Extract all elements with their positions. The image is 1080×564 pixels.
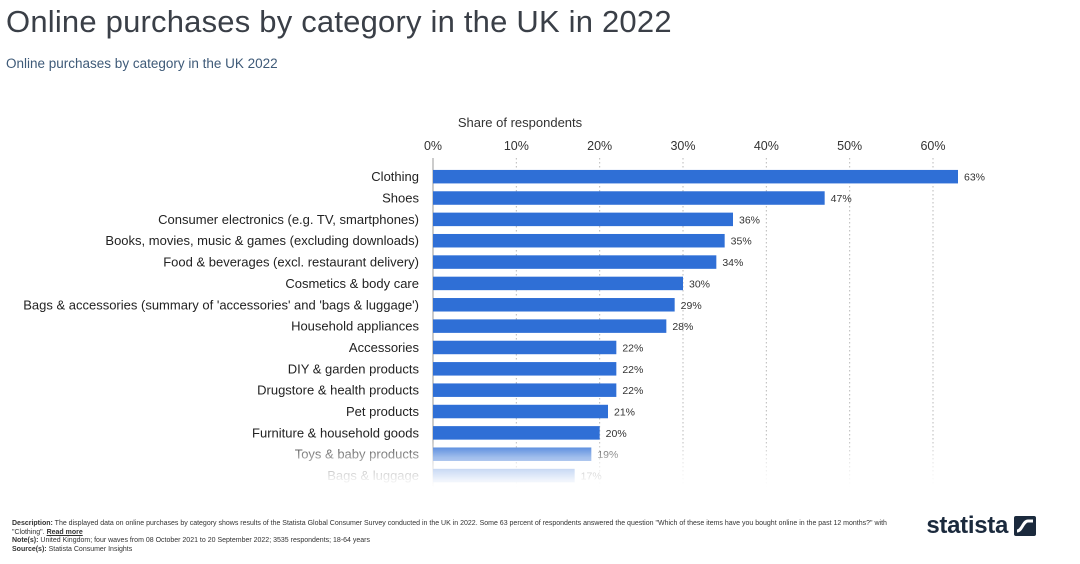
category-label: Books, movies, music & games (excluding … bbox=[105, 233, 419, 248]
data-label: 30% bbox=[689, 278, 710, 290]
bar[interactable] bbox=[433, 169, 958, 184]
source-line: Source(s): Statista Consumer Insights bbox=[12, 546, 892, 555]
source-text: Statista Consumer Insights bbox=[48, 545, 133, 553]
chart-footer: Description: The displayed data on onlin… bbox=[12, 520, 892, 554]
data-label: 34% bbox=[722, 257, 743, 269]
x-tick-label: 40% bbox=[754, 139, 779, 153]
statista-logo[interactable]: statista bbox=[926, 512, 1036, 540]
data-label: 47% bbox=[831, 193, 852, 205]
data-label: 63% bbox=[964, 172, 985, 184]
x-tick-label: 0% bbox=[424, 139, 442, 153]
bar[interactable] bbox=[433, 426, 600, 440]
bar[interactable] bbox=[433, 404, 608, 419]
category-label: DIY & garden products bbox=[288, 361, 420, 376]
description-text: The displayed data on online purchases b… bbox=[12, 520, 887, 536]
x-tick-label: 20% bbox=[587, 139, 612, 153]
bar[interactable] bbox=[433, 447, 592, 461]
data-label: 17% bbox=[581, 471, 602, 483]
category-label: Cosmetics & body care bbox=[285, 276, 419, 291]
data-label: 19% bbox=[597, 449, 618, 461]
category-label: Furniture & household goods bbox=[252, 425, 419, 440]
x-tick-label: 10% bbox=[504, 139, 529, 153]
bar[interactable] bbox=[433, 319, 667, 333]
bar-chart: Share of respondents 0% 10% 20% 30% 40% 50% 60… bbox=[23, 115, 985, 487]
data-label: 20% bbox=[606, 428, 627, 440]
x-axis-title: Share of respondents bbox=[458, 115, 583, 130]
read-more-link[interactable]: Read more bbox=[46, 528, 83, 536]
description-line: Description: The displayed data on onlin… bbox=[12, 520, 892, 537]
notes-line: Note(s): United Kingdom; four waves from… bbox=[12, 537, 892, 546]
data-label: 21% bbox=[614, 407, 635, 419]
bars: Clothing 63% Shoes 47% Consumer electronics … bbox=[23, 169, 985, 483]
x-tick-labels: 0% 10% 20% 30% 40% 50% 60% bbox=[424, 139, 946, 153]
bar[interactable] bbox=[433, 362, 617, 376]
bar[interactable] bbox=[433, 276, 683, 291]
category-label: Clothing bbox=[371, 169, 419, 184]
bar[interactable] bbox=[433, 298, 675, 312]
category-label: Pet products bbox=[346, 404, 419, 419]
bar[interactable] bbox=[433, 212, 733, 227]
category-label: Bags & accessories (summary of 'accessor… bbox=[23, 297, 419, 312]
bar[interactable] bbox=[433, 340, 617, 355]
data-label: 22% bbox=[622, 385, 643, 397]
notes-label: Note(s): bbox=[12, 537, 39, 545]
page-title: Online purchases by category in the UK i… bbox=[6, 4, 672, 39]
category-label: Drugstore & health products bbox=[257, 383, 419, 398]
bar[interactable] bbox=[433, 468, 575, 483]
category-label: Shoes bbox=[382, 191, 419, 206]
data-label: 28% bbox=[672, 321, 693, 333]
description-label: Description: bbox=[12, 520, 53, 527]
category-label: Household appliances bbox=[291, 319, 419, 334]
category-label: Food & beverages (excl. restaurant deliv… bbox=[163, 255, 419, 270]
bar[interactable] bbox=[433, 233, 725, 248]
data-label: 29% bbox=[681, 300, 702, 312]
statista-mark-icon bbox=[1014, 516, 1036, 536]
category-label: Bags & luggage bbox=[327, 468, 419, 483]
data-label: 36% bbox=[739, 214, 760, 226]
x-tick-label: 60% bbox=[920, 139, 945, 153]
data-label: 22% bbox=[622, 342, 643, 354]
page-subtitle: Online purchases by category in the UK 2… bbox=[6, 56, 278, 71]
bar[interactable] bbox=[433, 191, 825, 205]
statista-wordmark: statista bbox=[926, 512, 1008, 539]
category-label: Accessories bbox=[349, 340, 420, 355]
x-tick-label: 50% bbox=[837, 139, 862, 153]
bar[interactable] bbox=[433, 383, 617, 397]
data-label: 35% bbox=[731, 236, 752, 248]
bar[interactable] bbox=[433, 255, 717, 269]
notes-text: United Kingdom; four waves from 08 Octob… bbox=[40, 537, 370, 545]
source-label: Source(s): bbox=[12, 545, 47, 553]
category-label: Consumer electronics (e.g. TV, smartphon… bbox=[158, 212, 419, 227]
category-label: Toys & baby products bbox=[295, 447, 420, 462]
x-tick-label: 30% bbox=[670, 139, 695, 153]
data-label: 22% bbox=[622, 364, 643, 376]
